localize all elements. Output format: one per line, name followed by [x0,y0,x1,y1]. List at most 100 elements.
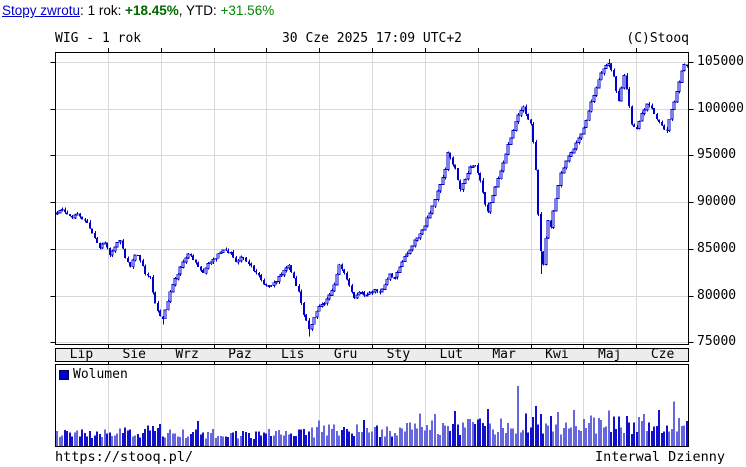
returns-link[interactable]: Stopy zwrotu [2,3,81,18]
month-label: Lip [69,347,94,362]
volume-bar [104,429,106,446]
volume-bar [187,436,189,446]
volume-bar [520,432,522,446]
volume-bar [391,436,393,446]
candle [398,266,402,274]
volume-bar [230,432,232,446]
volume-bar [568,428,570,446]
volume-bar [134,435,136,446]
volume-bar [222,436,224,446]
candle [466,172,470,180]
volume-legend-swatch-icon [59,370,69,380]
volume-bar [439,435,441,446]
candle [418,233,422,239]
volume-bar [366,428,368,446]
candle [393,277,397,279]
candle [645,103,649,111]
volume-bar [618,416,620,446]
candle [594,87,598,96]
candle [405,253,409,257]
candle [184,257,188,263]
candle [441,176,445,185]
volume-bar [338,435,340,446]
volume-bar [545,423,547,446]
candle [569,152,573,157]
volume-bar [459,435,461,446]
volume-bar [348,431,350,446]
volume-bar [583,419,585,446]
volume-bar [507,423,509,446]
volume-bar [444,425,446,446]
volume-bar [603,427,605,446]
candle [168,291,172,302]
candle [84,219,86,221]
volume-bar [76,430,78,446]
return-1y-label: 1 rok: [87,3,126,18]
candle [592,94,596,102]
volume-bar [477,419,479,446]
volume-bar [167,432,169,446]
month-label: Paz [228,347,252,362]
volume-bar [573,410,575,446]
volume-bar [195,429,197,446]
candle [242,257,244,259]
candle [330,290,334,296]
candle [454,164,456,169]
volume-bar [303,429,305,446]
volume-bar [174,433,176,446]
candle [129,262,131,267]
volume-bar [132,436,134,446]
volume-bar [207,432,209,446]
volume-bar [308,431,310,446]
candle [248,261,250,264]
candle [410,245,414,251]
candle [363,292,365,296]
volume-bar [137,434,139,446]
volume-bar [631,434,633,446]
candle [295,278,297,286]
volume-bar [116,433,118,446]
volume-bar [245,431,247,446]
candle [113,246,117,252]
volume-bar [288,434,290,446]
volume-bar [588,423,590,446]
volume-bar [250,438,252,446]
volume-bar [106,433,108,446]
candle [380,288,384,293]
candle [272,282,276,287]
volume-bar [265,433,267,446]
volume-bar [593,417,595,446]
volume-bar [139,437,141,446]
volume-bar [328,424,330,446]
volume-bar [248,433,250,446]
candle [446,152,450,170]
volume-bar [404,431,406,446]
volume-bar [197,421,199,446]
candle [260,274,262,281]
volume-bar [683,425,685,446]
candle [277,275,281,283]
candle [327,294,331,300]
volume-bar [600,420,602,446]
volume-bar [429,429,431,446]
candle [408,249,412,254]
month-label: Kwi [545,347,569,362]
candle [195,259,197,263]
volume-bar [164,437,166,446]
volume-bar [351,433,353,446]
candle [484,192,486,205]
candle [619,87,623,102]
volume-bar [321,431,323,446]
candle [430,205,434,214]
volume-bar [537,424,539,446]
volume-bar [401,428,403,446]
volume-bar [467,419,469,446]
volume-bar [343,427,345,446]
candle [525,106,527,114]
volume-bar [540,414,542,446]
volume-bar [626,416,628,446]
volume-bar [437,433,439,446]
volume-bar [94,435,96,446]
candle [376,289,378,292]
candle [360,291,364,294]
